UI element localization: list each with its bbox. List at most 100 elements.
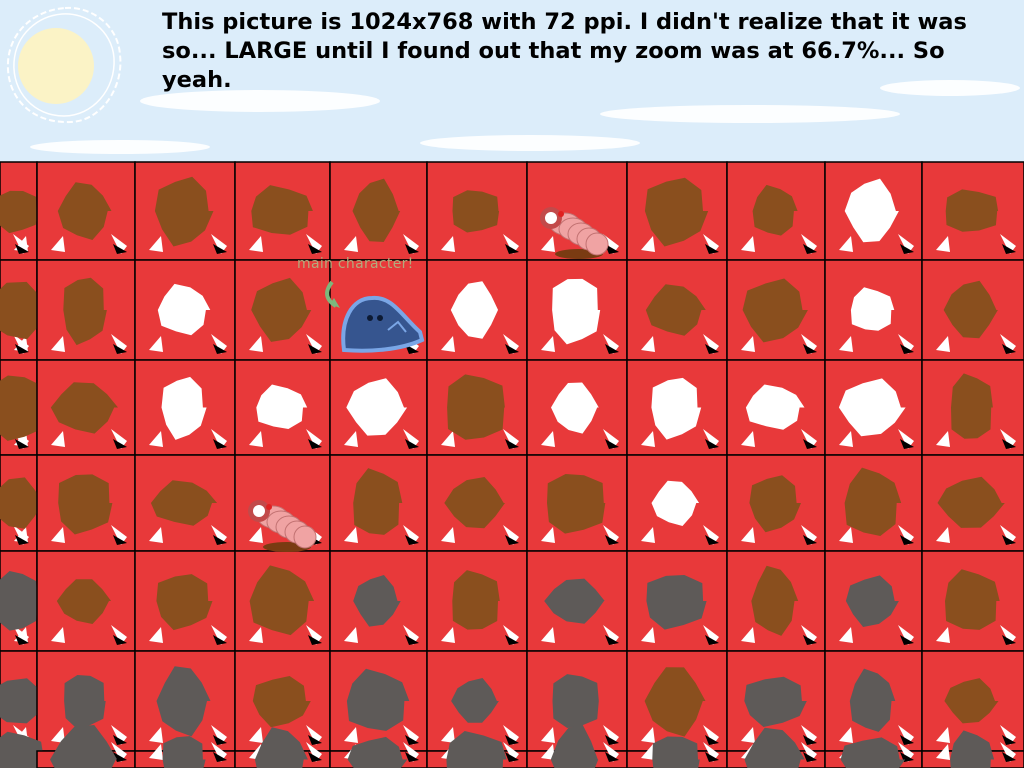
dirt-patch — [156, 574, 213, 631]
dirt-patch — [447, 374, 505, 440]
tile-stone — [329, 650, 428, 752]
tile-snow — [726, 359, 826, 456]
tile-dirt — [426, 161, 528, 261]
dirt-patch — [943, 280, 998, 339]
snow-patch — [551, 382, 599, 434]
tile-snow — [426, 259, 528, 361]
tile-snow — [329, 359, 428, 456]
dirt-patch — [154, 176, 214, 247]
snow-patch — [157, 283, 211, 336]
snow-patch — [745, 384, 805, 430]
tile-snow — [626, 454, 728, 552]
tile-dirt — [134, 161, 236, 261]
stone-patch — [550, 724, 599, 768]
worm-enemy — [540, 207, 609, 259]
tile-snow — [824, 259, 923, 361]
tile-stone — [526, 724, 628, 768]
cloud — [140, 90, 380, 112]
dirt-patch — [251, 277, 312, 342]
tile-stone — [526, 550, 628, 652]
dirt-patch — [751, 565, 799, 636]
dirt-patch — [945, 569, 1000, 630]
dirt-patch — [50, 382, 118, 434]
snow-patch — [256, 384, 308, 429]
tile-dirt — [726, 161, 826, 261]
dirt-patch — [547, 474, 606, 534]
tile-dirt — [234, 161, 331, 261]
caption-text: This picture is 1024x768 with 72 ppi. I … — [162, 9, 967, 93]
dirt-patch — [944, 678, 999, 724]
tile-stone — [726, 727, 826, 768]
dirt-patch — [0, 190, 39, 234]
worm-enemy — [248, 500, 317, 552]
stone-patch — [646, 575, 707, 630]
dirt-patch — [945, 189, 999, 232]
tile-dirt — [921, 259, 1024, 361]
dirt-patch — [63, 277, 107, 346]
tile-dirt — [234, 259, 331, 361]
stone-patch — [845, 575, 899, 627]
dirt-patch — [251, 185, 313, 235]
snow-patch — [450, 281, 499, 339]
tile-snow — [234, 359, 331, 456]
stone-patch — [254, 727, 308, 768]
tile-dirt — [234, 550, 331, 652]
dirt-patch — [252, 676, 311, 728]
dirt-patch — [951, 373, 993, 439]
tile-worm — [526, 161, 628, 261]
tile-dirt — [36, 259, 136, 361]
tile-dirt — [426, 550, 528, 652]
dirt-patch — [742, 278, 808, 343]
tile-dirt — [234, 650, 331, 752]
tile-stone — [824, 550, 923, 652]
dirt-patch — [57, 182, 112, 240]
tile-stone — [824, 650, 923, 752]
stone-patch — [346, 668, 410, 731]
cloud — [880, 80, 1020, 96]
tile-dirt — [426, 359, 528, 456]
dirt-patch — [752, 184, 798, 236]
tile-stone — [329, 550, 428, 652]
tile-dirt — [36, 359, 136, 456]
dirt-patch — [452, 190, 500, 233]
tile-stone — [0, 550, 38, 652]
tile-dirt — [36, 454, 136, 552]
main-character-slime — [325, 280, 425, 353]
sun-icon — [6, 6, 122, 124]
tile-dirt — [526, 454, 628, 552]
snow-patch — [651, 377, 702, 440]
tile-dirt — [134, 550, 236, 652]
snow-patch — [552, 278, 601, 345]
tile-dirt — [626, 161, 728, 261]
dirt-patch — [644, 667, 706, 737]
tile-dirt — [921, 161, 1024, 261]
dirt-patch — [353, 468, 403, 535]
dirt-patch — [58, 474, 113, 535]
snow-patch — [838, 378, 906, 437]
dirt-patch — [645, 284, 706, 336]
stone-patch — [849, 668, 896, 732]
dirt-patch — [749, 475, 801, 533]
stone-patch — [744, 676, 807, 727]
stone-patch — [347, 736, 408, 768]
tile-snow — [526, 359, 628, 456]
tile-stone — [626, 550, 728, 652]
stone-patch — [156, 666, 211, 737]
tile-snow — [526, 259, 628, 361]
tile-dirt — [329, 454, 428, 552]
tile-dirt — [0, 454, 43, 552]
stone-patch — [50, 725, 118, 768]
sky-background — [0, 0, 1024, 165]
tile-dirt — [726, 259, 826, 361]
tile-dirt — [426, 454, 528, 552]
stone-patch — [552, 674, 599, 728]
tile-dirt — [0, 161, 39, 261]
tile-stone — [36, 725, 136, 768]
tile-dirt — [134, 454, 236, 552]
tile-snow — [134, 259, 236, 361]
dirt-patch — [452, 570, 500, 630]
cloud — [420, 135, 640, 151]
tile-snow — [824, 161, 923, 261]
tile-dirt — [36, 550, 136, 652]
